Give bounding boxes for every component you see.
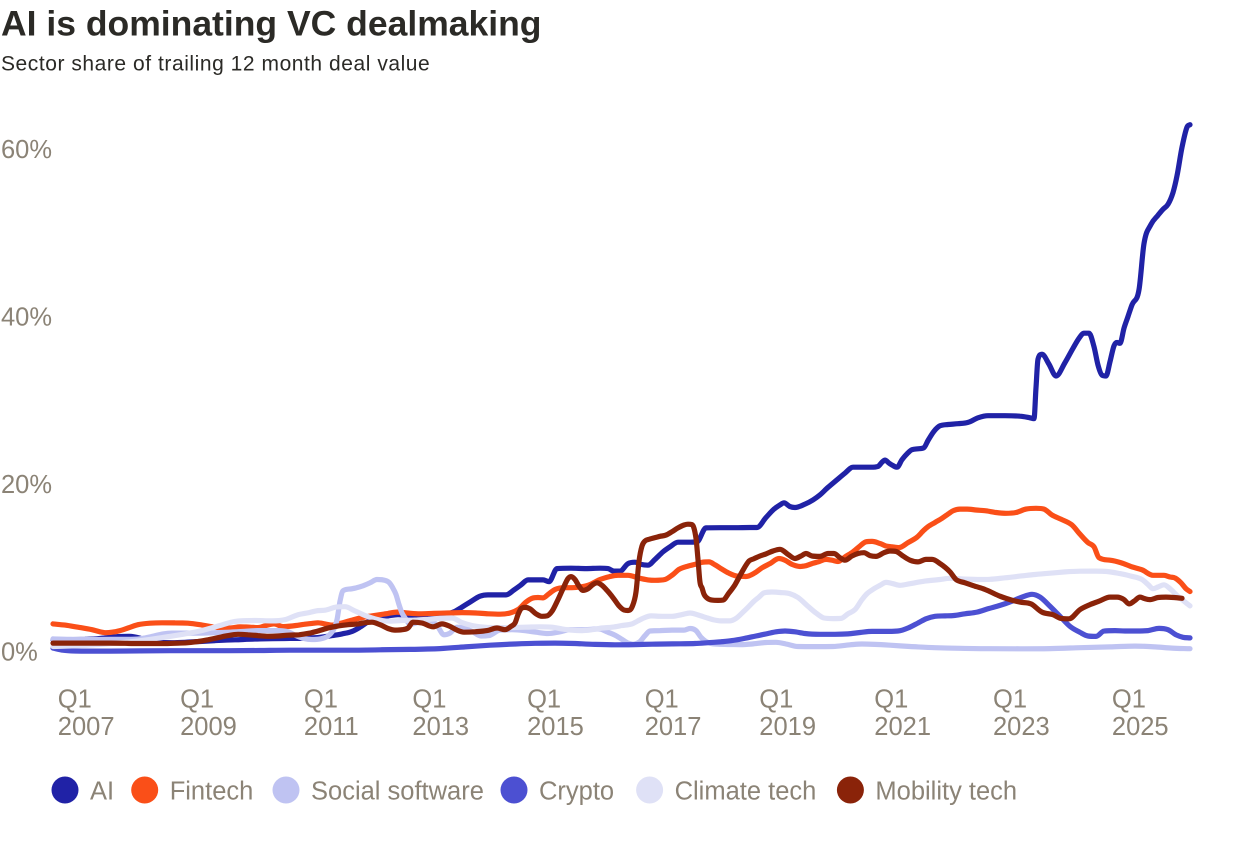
svg-text:2025: 2025	[1112, 713, 1169, 741]
svg-text:Crypto: Crypto	[539, 777, 614, 805]
svg-text:Q1: Q1	[1112, 685, 1146, 713]
svg-text:60%: 60%	[1, 136, 52, 164]
svg-text:Fintech: Fintech	[170, 777, 254, 805]
svg-text:2021: 2021	[874, 713, 931, 741]
svg-text:40%: 40%	[1, 304, 52, 332]
svg-text:2009: 2009	[180, 713, 237, 741]
svg-text:Q1: Q1	[527, 685, 561, 713]
svg-text:Q1: Q1	[993, 685, 1027, 713]
svg-text:0%: 0%	[1, 639, 38, 667]
svg-text:2011: 2011	[304, 713, 359, 741]
svg-text:Q1: Q1	[874, 685, 908, 713]
svg-text:Q1: Q1	[304, 685, 338, 713]
svg-text:Social software: Social software	[311, 777, 484, 805]
svg-text:Q1: Q1	[645, 685, 679, 713]
svg-text:20%: 20%	[1, 471, 52, 499]
svg-text:2015: 2015	[527, 713, 584, 741]
svg-text:Climate tech: Climate tech	[675, 777, 817, 805]
svg-text:2007: 2007	[58, 713, 115, 741]
svg-text:Q1: Q1	[412, 685, 446, 713]
svg-text:2023: 2023	[993, 713, 1050, 741]
svg-text:2017: 2017	[645, 713, 702, 741]
svg-text:2019: 2019	[759, 713, 816, 741]
svg-text:AI: AI	[90, 777, 114, 805]
svg-text:AI is dominating VC dealmaking: AI is dominating VC dealmaking	[1, 4, 541, 44]
svg-text:Q1: Q1	[180, 685, 214, 713]
svg-text:2013: 2013	[412, 713, 469, 741]
svg-text:Q1: Q1	[58, 685, 92, 713]
svg-text:Q1: Q1	[759, 685, 793, 713]
svg-text:Sector share of trailing 12 mo: Sector share of trailing 12 month deal v…	[1, 52, 430, 75]
svg-text:Mobility tech: Mobility tech	[875, 777, 1017, 805]
